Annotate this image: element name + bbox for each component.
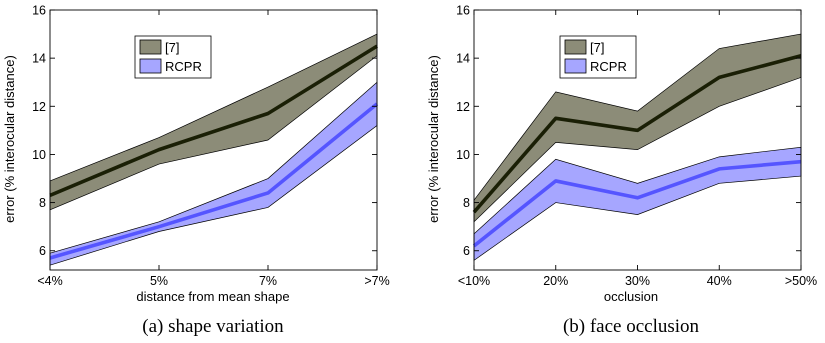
- series-line-1: [49, 102, 379, 260]
- y-tick-label: 10: [456, 148, 470, 162]
- caption: (a) shape variation: [142, 316, 284, 337]
- legend-swatch-0: [139, 39, 162, 55]
- y-tick-label: 8: [39, 196, 46, 210]
- y-tick-label: 8: [463, 196, 470, 210]
- legend-swatch-1: [564, 58, 587, 74]
- caption: (b) face occlusion: [563, 316, 700, 337]
- chart-face-occlusion: 6 8 10 12 14 16 <10% 20% 30% 40% >50% [7] RCPR error…: [426, 4, 817, 338]
- x-tick-label: <4%: [37, 274, 62, 288]
- plot-area: 6 8 10 12 14 16 <4% 5% 7% >7% [7] RCPR: [32, 4, 390, 289]
- series-band-0: [49, 33, 378, 211]
- x-axis-label: occlusion: [604, 289, 658, 304]
- legend-swatch-1: [139, 58, 162, 74]
- legend-label-0: [7]: [590, 40, 604, 55]
- legend: [7] RCPR: [134, 35, 212, 79]
- y-axis-label: error (% interocular distance): [2, 55, 17, 223]
- series-line-0: [472, 54, 802, 214]
- y-tick-label: 12: [32, 100, 46, 114]
- plot-area: 6 8 10 12 14 16 <10% 20% 30% 40% >50% [7] RCPR: [456, 4, 817, 289]
- y-tick-label: 6: [463, 244, 470, 258]
- x-tick-label: >7%: [364, 274, 389, 288]
- chart-shape-variation: 6 8 10 12 14 16 <4% 5% 7% >7% [7] RCPR error (% int…: [2, 4, 390, 338]
- x-tick-label: <10%: [458, 274, 490, 288]
- legend-label-1: RCPR: [165, 59, 202, 74]
- legend: [7] RCPR: [559, 35, 637, 79]
- y-tick-label: 10: [32, 148, 46, 162]
- y-tick-label: 16: [32, 4, 46, 18]
- y-tick-label: 6: [39, 244, 46, 258]
- legend-swatch-0: [564, 39, 587, 55]
- x-tick-label: 40%: [707, 274, 732, 288]
- y-tick-label: 16: [456, 4, 470, 18]
- x-tick-label: >50%: [785, 274, 817, 288]
- legend-label-0: [7]: [165, 40, 179, 55]
- axes-frame: [49, 9, 378, 271]
- x-tick-label: 30%: [625, 274, 650, 288]
- x-tick-label: 7%: [259, 274, 277, 288]
- y-tick-label: 12: [456, 100, 470, 114]
- series-line-0: [49, 44, 378, 198]
- x-axis-label: distance from mean shape: [136, 289, 289, 304]
- y-axis-label: error (% interocular distance): [426, 55, 441, 223]
- y-tick-label: 14: [32, 52, 46, 66]
- legend-label-1: RCPR: [590, 59, 627, 74]
- series-line-1: [472, 159, 802, 248]
- y-tick-label: 14: [456, 52, 470, 66]
- x-tick-label: 20%: [543, 274, 568, 288]
- x-tick-label: 5%: [150, 274, 168, 288]
